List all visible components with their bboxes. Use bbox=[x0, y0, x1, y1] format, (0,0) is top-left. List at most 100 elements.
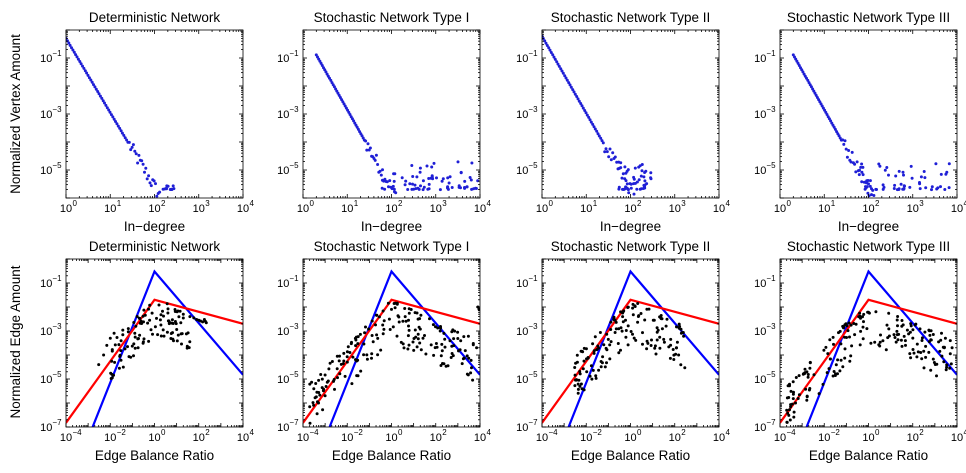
data-point bbox=[330, 360, 334, 363]
x-tick-label: 10 bbox=[193, 203, 205, 215]
y-tick-label: 10 bbox=[754, 53, 766, 65]
y-tick-label: 10 bbox=[277, 278, 289, 290]
data-point bbox=[407, 318, 410, 322]
data-point bbox=[547, 46, 551, 50]
data-point bbox=[899, 338, 903, 342]
x-tick-label-exponent: 0 bbox=[310, 199, 315, 208]
data-point bbox=[462, 335, 466, 339]
data-point bbox=[94, 87, 98, 91]
data-point bbox=[312, 387, 316, 391]
data-point bbox=[407, 324, 410, 328]
x-tick-label-exponent: −4 bbox=[787, 428, 797, 437]
data-point bbox=[679, 331, 683, 335]
data-point bbox=[621, 320, 625, 324]
data-point bbox=[948, 339, 952, 343]
data-point bbox=[634, 338, 638, 342]
data-point bbox=[915, 342, 919, 346]
data-point bbox=[605, 332, 609, 336]
data-point bbox=[435, 176, 438, 180]
data-point bbox=[141, 162, 145, 166]
data-point bbox=[422, 185, 426, 189]
data-point bbox=[875, 188, 878, 191]
data-point bbox=[587, 115, 591, 119]
data-point bbox=[920, 336, 924, 340]
data-point bbox=[597, 368, 601, 372]
data-point bbox=[619, 348, 622, 352]
data-point bbox=[883, 168, 887, 172]
x-tick-label-exponent: −4 bbox=[73, 428, 83, 437]
data-point bbox=[110, 372, 114, 376]
data-point bbox=[655, 338, 659, 342]
series-line bbox=[328, 269, 480, 427]
x-tick-label-exponent: 4 bbox=[726, 199, 731, 208]
data-point bbox=[79, 62, 83, 66]
data-point bbox=[659, 314, 663, 317]
data-point bbox=[413, 183, 417, 187]
data-point bbox=[376, 336, 380, 340]
data-point bbox=[655, 326, 659, 330]
data-point bbox=[147, 307, 150, 311]
data-point bbox=[603, 150, 607, 154]
data-point bbox=[118, 353, 122, 357]
data-point bbox=[787, 413, 791, 417]
x-tick-label: 10 bbox=[104, 432, 116, 444]
data-point bbox=[911, 336, 915, 340]
data-point bbox=[677, 353, 681, 357]
data-point bbox=[439, 325, 442, 328]
data-point bbox=[416, 332, 420, 336]
axes-box bbox=[779, 29, 958, 199]
data-point bbox=[629, 186, 633, 190]
data-point bbox=[415, 175, 419, 179]
data-point bbox=[318, 393, 322, 397]
data-point bbox=[148, 318, 152, 322]
data-point bbox=[833, 374, 837, 377]
data-point bbox=[924, 344, 928, 348]
data-point bbox=[465, 354, 469, 358]
data-point bbox=[362, 353, 366, 357]
x-tick-label: 10 bbox=[713, 432, 725, 444]
data-point bbox=[413, 328, 417, 332]
data-point bbox=[885, 166, 889, 169]
data-point bbox=[897, 169, 901, 173]
data-point bbox=[407, 343, 411, 347]
data-point bbox=[943, 336, 947, 340]
data-point bbox=[407, 311, 411, 315]
data-point bbox=[136, 337, 140, 341]
data-point bbox=[381, 332, 385, 336]
data-point bbox=[338, 372, 342, 376]
data-point bbox=[591, 342, 595, 346]
data-point bbox=[607, 155, 611, 159]
data-point bbox=[317, 391, 321, 394]
data-point bbox=[469, 358, 473, 362]
data-point bbox=[72, 50, 76, 54]
data-point bbox=[910, 176, 914, 180]
x-tick-label: 10 bbox=[385, 432, 397, 444]
data-point bbox=[850, 344, 854, 348]
data-point bbox=[594, 376, 598, 380]
data-point bbox=[804, 387, 808, 391]
data-point bbox=[204, 321, 208, 325]
data-point bbox=[861, 173, 865, 177]
data-point bbox=[679, 363, 683, 367]
data-point bbox=[605, 150, 609, 154]
data-point bbox=[854, 322, 858, 326]
data-point bbox=[659, 316, 663, 320]
data-point bbox=[905, 328, 909, 332]
x-tick-label: 10 bbox=[774, 432, 786, 444]
x-tick-label-exponent: 0 bbox=[787, 199, 792, 208]
data-point bbox=[924, 186, 928, 190]
data-point bbox=[121, 333, 125, 337]
data-point bbox=[434, 325, 437, 329]
data-point bbox=[338, 354, 341, 358]
data-point bbox=[872, 194, 876, 197]
data-point bbox=[633, 181, 637, 185]
data-point bbox=[895, 329, 899, 333]
chart-title: Stochastic Network Type I bbox=[314, 239, 470, 254]
data-point bbox=[576, 387, 580, 391]
data-point bbox=[155, 316, 158, 320]
data-point bbox=[608, 343, 612, 347]
data-point bbox=[938, 349, 942, 353]
